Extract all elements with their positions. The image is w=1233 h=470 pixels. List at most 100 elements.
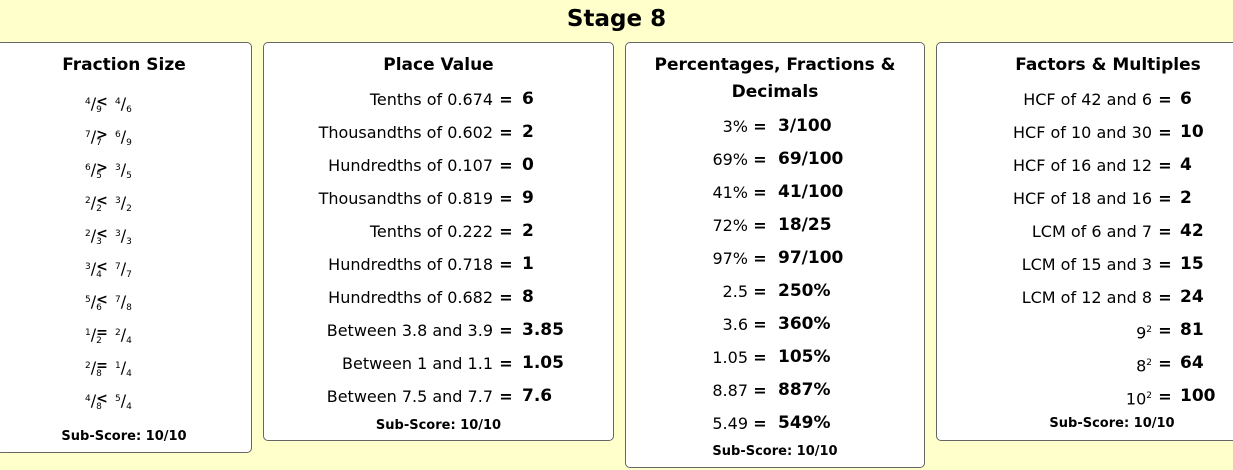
question-label: Thousandths of 0.602 (318, 123, 493, 142)
question-label: 97% (712, 249, 748, 268)
left-numerator: 2 (85, 361, 91, 371)
question-row: Hundredths of 0.718 = 1 (264, 248, 613, 281)
right-numerator: 3 (115, 163, 121, 173)
answer-value: 250% (778, 281, 831, 301)
answer-value: 10 (1180, 122, 1204, 142)
question-row: Thousandths of 0.819 = 9 (264, 182, 613, 215)
left-numerator: 7 (85, 130, 91, 140)
question-text: 5.49 (626, 407, 748, 440)
answer-value: 1.05 (522, 353, 564, 373)
left-fraction: 5/6 (85, 284, 102, 325)
left-denominator: 2 (96, 336, 102, 346)
equals-sign: = (1158, 123, 1172, 142)
fraction-slash: / (90, 358, 97, 377)
fraction-slash: / (120, 391, 127, 410)
comparison-operator: = (96, 325, 108, 341)
comparison-operator: < (96, 193, 108, 209)
question-label: Hundredths of 0.718 (328, 255, 493, 274)
left-numerator: 4 (85, 97, 91, 107)
equals-sign: = (499, 156, 513, 175)
answer-value: 2 (522, 122, 534, 142)
question-text: 97% (626, 242, 748, 275)
answer-value: 81 (1180, 320, 1204, 340)
left-fraction: 1/2 (85, 317, 102, 358)
left-denominator: 7 (96, 138, 102, 148)
equals-sign: = (753, 117, 767, 136)
question-label: Thousandths of 0.819 (318, 189, 493, 208)
page-title: Stage 8 (566, 6, 667, 32)
factors-panel: Factors & Multiples HCF of 42 and 6 = 6 HCF… (936, 42, 1233, 441)
question-label: 9 (1136, 323, 1147, 343)
equals-sign: = (753, 183, 767, 202)
equals-sign: = (1158, 387, 1172, 406)
question-text: Thousandths of 0.602 (264, 116, 493, 149)
comparison-operator: < (96, 259, 108, 275)
question-label: 72% (712, 216, 748, 235)
equals-sign: = (499, 123, 513, 142)
question-row: 2.5 = 250% (626, 275, 924, 308)
answer-value: 100 (1180, 386, 1216, 406)
question-label: HCF of 18 and 16 (1013, 189, 1152, 208)
question-label: Hundredths of 0.107 (328, 156, 493, 175)
left-numerator: 4 (85, 394, 91, 404)
question-row: LCM of 12 and 8 = 24 (937, 281, 1233, 314)
question-text: Tenths of 0.674 (264, 83, 493, 116)
question-label: 8.87 (712, 381, 748, 400)
question-text: 2.5 (626, 275, 748, 308)
percentages-panel: Percentages, Fractions & Decimals 3% = 3/1… (625, 42, 925, 468)
question-label: HCF of 16 and 12 (1013, 156, 1152, 175)
right-fraction: 3/3 (115, 218, 132, 259)
right-denominator: 8 (126, 303, 132, 313)
comparison-operator: < (96, 292, 108, 308)
right-denominator: 7 (126, 270, 132, 280)
fraction-slash: / (90, 193, 97, 212)
left-numerator: 5 (85, 295, 91, 305)
equals-sign: = (499, 255, 513, 274)
question-row: HCF of 10 and 30 = 10 (937, 116, 1233, 149)
question-row: HCF of 16 and 12 = 4 (937, 149, 1233, 182)
question-text: 41% (626, 176, 748, 209)
question-text: 1.05 (626, 341, 748, 374)
fraction-slash: / (120, 292, 127, 311)
answer-value: 8 (522, 287, 534, 307)
equals-sign: = (499, 288, 513, 307)
right-fraction: 7/8 (115, 284, 132, 325)
right-numerator: 7 (115, 295, 121, 305)
equals-sign: = (753, 315, 767, 334)
fraction-slash: / (90, 127, 97, 146)
fraction-size-panel: Fraction Size 4/9 <4/6 7/7 >6/9 6/5 >3/5 2/2 <3… (0, 42, 252, 453)
equals-sign: = (753, 348, 767, 367)
right-denominator: 9 (126, 138, 132, 148)
right-numerator: 3 (115, 196, 121, 206)
fraction-slash: / (120, 325, 127, 344)
fraction-slash: / (120, 94, 127, 113)
fraction-row: 2/3 <3/3 (0, 218, 247, 251)
right-fraction: 3/2 (115, 185, 132, 226)
answer-value: 24 (1180, 287, 1204, 307)
right-denominator: 2 (126, 204, 132, 214)
percentages-title-line1: Percentages, Fractions & (654, 55, 896, 75)
question-row: Between 7.5 and 7.7 = 7.6 (264, 380, 613, 413)
answer-value: 887% (778, 380, 831, 400)
answer-value: 69/100 (778, 149, 844, 169)
right-numerator: 1 (115, 361, 121, 371)
exponent: 2 (1146, 391, 1152, 401)
answer-value: 18/25 (778, 215, 832, 235)
question-text: Between 7.5 and 7.7 (264, 380, 493, 413)
left-fraction: 3/4 (85, 251, 102, 292)
question-text: Hundredths of 0.718 (264, 248, 493, 281)
left-numerator: 6 (85, 163, 91, 173)
question-text: 102 (937, 380, 1152, 415)
question-row: 92 = 81 (937, 314, 1233, 347)
equals-sign: = (499, 222, 513, 241)
left-fraction: 2/2 (85, 185, 102, 226)
right-denominator: 4 (126, 369, 132, 379)
question-row: LCM of 6 and 7 = 42 (937, 215, 1233, 248)
answer-value: 3/100 (778, 116, 832, 136)
fraction-row: 2/8 = 1/4 (0, 350, 247, 383)
answer-value: 2 (522, 221, 534, 241)
percentages-subscore: Sub-Score: 10/10 (712, 444, 838, 459)
fraction-row: 1/2 = 2/4 (0, 317, 247, 350)
left-fraction: 7/7 (85, 119, 102, 160)
exponent: 2 (1146, 325, 1152, 335)
